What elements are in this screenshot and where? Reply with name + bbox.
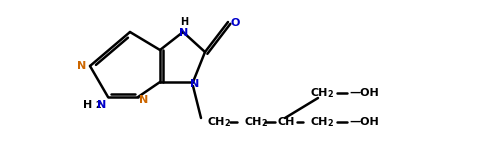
Text: N: N: [97, 100, 107, 110]
Text: CH: CH: [208, 117, 225, 127]
Text: 2: 2: [327, 119, 333, 128]
Text: 2: 2: [224, 119, 229, 128]
Text: N: N: [77, 61, 87, 71]
Text: N: N: [139, 95, 149, 105]
Text: CH: CH: [311, 88, 328, 98]
Text: H: H: [83, 100, 93, 110]
Text: N: N: [190, 79, 199, 89]
Text: H: H: [180, 17, 188, 27]
Text: CH: CH: [245, 117, 263, 127]
Text: 2: 2: [95, 102, 101, 111]
Text: —OH: —OH: [349, 88, 379, 98]
Text: 2: 2: [261, 119, 267, 128]
Text: —OH: —OH: [349, 117, 379, 127]
Text: 2: 2: [327, 90, 333, 99]
Text: O: O: [230, 18, 239, 28]
Text: CH: CH: [278, 117, 296, 127]
Text: CH: CH: [311, 117, 328, 127]
Text: N: N: [179, 28, 188, 38]
